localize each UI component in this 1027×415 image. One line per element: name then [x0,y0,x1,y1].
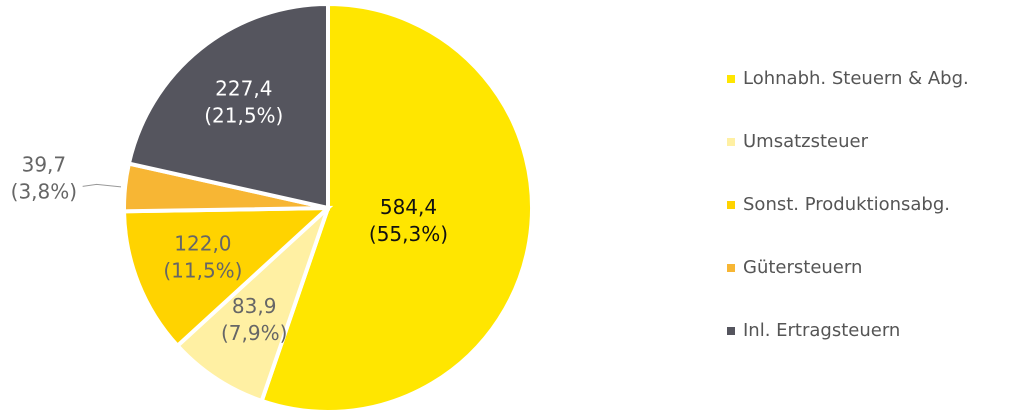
legend-label: Sonst. Produktionsabg. [743,194,950,215]
legend-swatch [727,264,735,272]
leader-line [82,183,122,188]
percentage-label: (11,5%) [163,258,242,282]
legend-label: Inl. Ertragsteuern [743,320,900,341]
percentage-label: (21,5%) [204,103,283,127]
legend-swatch [727,201,735,209]
pie-slice [126,1,330,211]
legend-swatch [727,75,735,83]
percentage-label: (55,3%) [369,222,448,246]
value-label: 83,9 [232,294,277,318]
percentage-label: (3,8%) [11,180,77,204]
value-label: 584,4 [380,195,437,219]
legend-label: Umsatzsteuer [743,131,869,152]
percentage-label: (7,9%) [221,321,287,345]
pie-slice [121,205,334,349]
legend-label: Lohnabh. Steuern & Abg. [743,68,969,89]
legend-swatch [727,327,735,335]
legend-swatch [727,138,735,146]
value-label: 227,4 [215,76,272,100]
legend-label: Gütersteuern [743,257,862,278]
value-label: 122,0 [174,231,231,255]
value-label: 39,7 [22,153,67,177]
